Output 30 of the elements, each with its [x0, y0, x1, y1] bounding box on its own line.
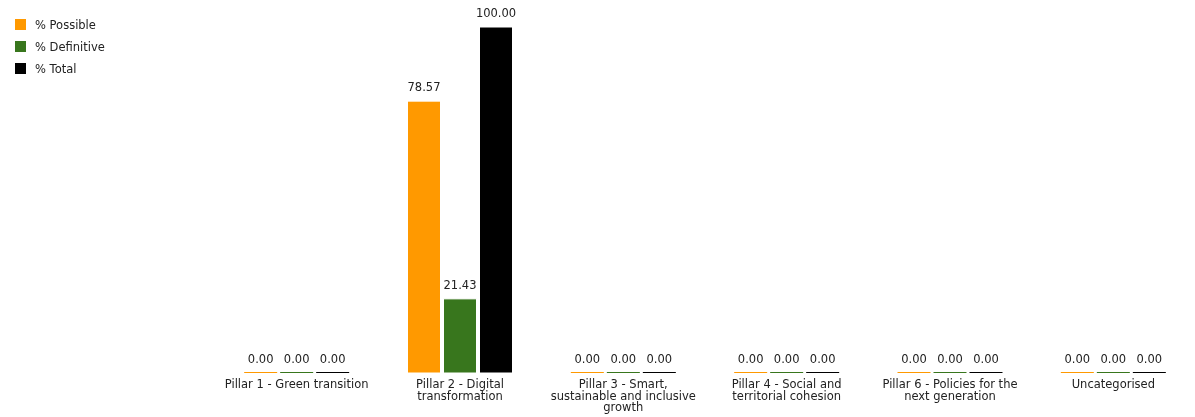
- x-tick-label: Pillar 6 - Policies for the next generation: [882, 377, 1018, 403]
- data-label: 0.00: [610, 352, 637, 366]
- data-label: 0.00: [319, 352, 346, 366]
- data-label: 0.00: [646, 352, 673, 366]
- data-label: 0.00: [901, 352, 927, 366]
- data-label: 0.00: [937, 352, 963, 366]
- data-label: 0.00: [574, 352, 601, 366]
- x-tick-label: Pillar 3 - Smart, sustainable and inclusive growth: [550, 377, 696, 414]
- data-label: 78.57: [407, 80, 441, 95]
- data-label: 0.00: [283, 352, 310, 366]
- data-label: 0.00: [973, 352, 999, 366]
- x-tick-label: Pillar 2 - Digital transformation: [416, 377, 504, 403]
- data-label: 0.00: [1136, 352, 1163, 366]
- x-tick-label: Uncategorised: [1071, 377, 1155, 391]
- bar: [407, 100, 441, 374]
- data-label: 0.00: [1064, 352, 1091, 366]
- data-label: 100.00: [475, 6, 517, 20]
- data-label: 0.00: [1100, 352, 1127, 366]
- data-label: 21.43: [443, 277, 477, 292]
- legend-label: % Possible: [35, 18, 96, 32]
- legend-label: % Definitive: [35, 40, 105, 54]
- x-tick-label: Pillar 1 - Green transition: [224, 377, 369, 391]
- data-label: 0.00: [773, 352, 800, 366]
- x-tick-label: Pillar 4 - Social and territorial cohesion: [731, 377, 842, 403]
- data-label: 0.00: [737, 352, 764, 366]
- bar: [443, 298, 477, 374]
- data-label: 0.00: [247, 352, 274, 366]
- bar: [479, 26, 513, 374]
- data-label: 0.00: [809, 352, 836, 366]
- legend-label: % Total: [35, 62, 77, 76]
